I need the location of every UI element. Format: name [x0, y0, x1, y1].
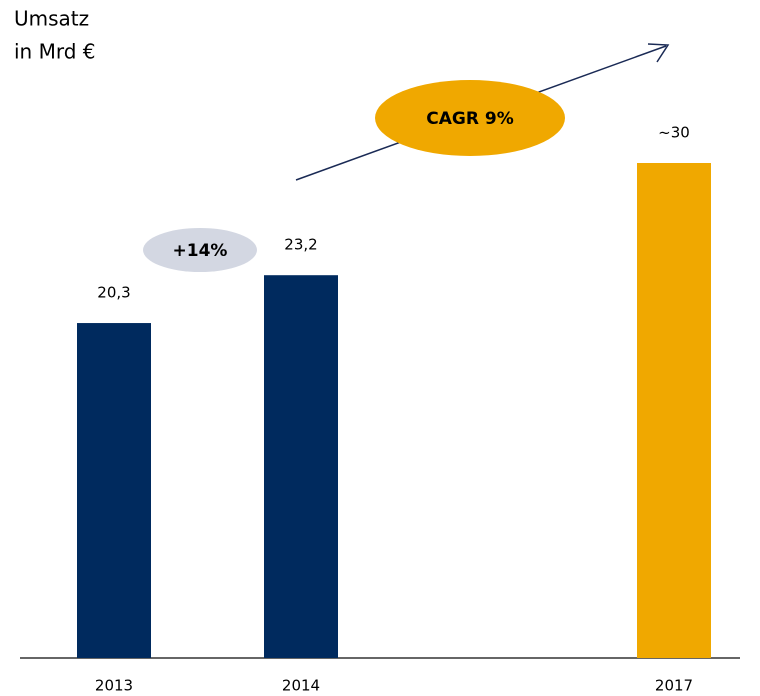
chart-subtitle: in Mrd € — [14, 40, 96, 64]
bar — [264, 275, 338, 658]
trend-arrowhead — [647, 43, 670, 63]
bar — [77, 323, 151, 658]
cagr-bubble — [375, 80, 565, 156]
x-tick-label: 2013 — [95, 677, 133, 695]
value-label: 23,2 — [284, 236, 317, 254]
cagr-label: CAGR 9% — [426, 109, 513, 129]
growth-bubble — [143, 228, 257, 272]
x-tick-label: 2017 — [655, 677, 693, 695]
growth-label: +14% — [173, 241, 228, 261]
value-label: ~30 — [658, 124, 690, 142]
chart-title: Umsatz — [14, 7, 89, 31]
value-label: 20,3 — [97, 284, 130, 302]
bar — [637, 163, 711, 658]
x-tick-label: 2014 — [282, 677, 320, 695]
